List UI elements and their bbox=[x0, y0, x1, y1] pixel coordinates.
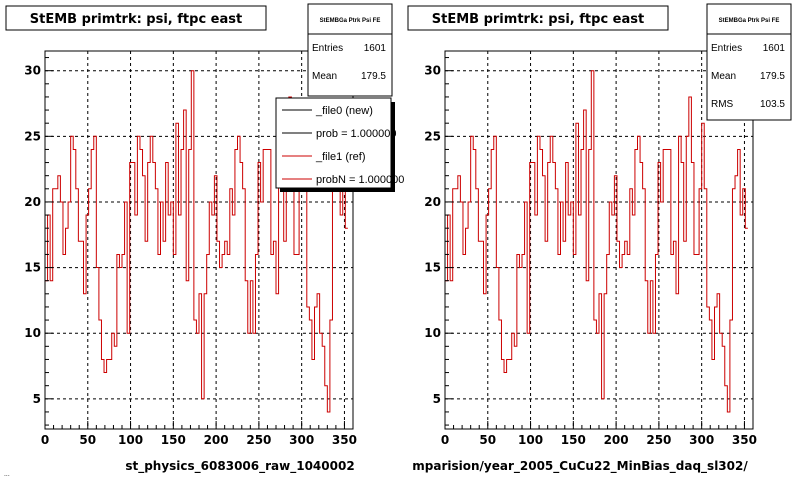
x-tick-label: 200 bbox=[204, 433, 229, 447]
x-tick-label: 50 bbox=[79, 433, 96, 447]
right-stats-rms-value: 103.5 bbox=[760, 99, 785, 110]
left-histogram-panel: StEMB primtrk: psi, ftpc east 0 50 100 150 2… bbox=[5, 3, 404, 474]
y-tick-label: 25 bbox=[24, 129, 41, 143]
x-tick-label: 100 bbox=[518, 433, 543, 447]
y-tick-label: 10 bbox=[24, 326, 41, 340]
y-tick-label: 15 bbox=[424, 261, 441, 275]
legend-entry-prob: prob = 1.000000 bbox=[316, 128, 396, 140]
left-stats-mean-value: 179.5 bbox=[361, 71, 386, 82]
left-stats-mean-label: Mean bbox=[312, 71, 337, 82]
histogram-step-line bbox=[45, 70, 348, 413]
right-y-axis: 5 10 15 20 25 30 bbox=[424, 57, 453, 426]
right-stats-entries-label: Entries bbox=[711, 43, 742, 54]
left-title-box bbox=[5, 5, 267, 31]
x-tick-label: 200 bbox=[604, 433, 629, 447]
x-tick-label: 350 bbox=[332, 433, 357, 447]
right-stats-box: StEMBGa Ptrk Psi FE Entries 1601 Mean 17… bbox=[706, 3, 792, 121]
right-x-axis: 0 50 100 150 200 250 300 350 bbox=[441, 421, 757, 447]
right-stats-entries-value: 1601 bbox=[763, 43, 786, 54]
left-chart-title: StEMB primtrk: psi, ftpc east bbox=[30, 12, 242, 27]
right-title-box bbox=[407, 5, 669, 31]
right-stats-header: StEMBGa Ptrk Psi FE bbox=[719, 18, 780, 24]
right-histogram-series bbox=[445, 70, 748, 413]
right-footer-label: mparision/year_2005_CuCu22_MinBias_daq_s… bbox=[412, 459, 748, 474]
x-tick-label: 350 bbox=[732, 433, 757, 447]
corner-note: ... bbox=[4, 471, 10, 478]
x-tick-label: 100 bbox=[118, 433, 143, 447]
left-legend: _file0 (new) prob = 1.000000 _file1 (ref… bbox=[275, 97, 404, 192]
y-tick-label: 20 bbox=[424, 195, 441, 209]
x-tick-label: 150 bbox=[161, 433, 186, 447]
x-tick-label: 150 bbox=[561, 433, 586, 447]
right-histogram-panel: StEMB primtrk: psi, ftpc east 0 50 100 150 2… bbox=[407, 3, 792, 474]
x-tick-label: 250 bbox=[646, 433, 671, 447]
x-tick-label: 0 bbox=[441, 433, 449, 447]
histogram-step-line bbox=[445, 70, 748, 413]
right-chart-title: StEMB primtrk: psi, ftpc east bbox=[432, 12, 644, 27]
y-tick-label: 20 bbox=[24, 195, 41, 209]
x-tick-label: 50 bbox=[479, 433, 496, 447]
y-tick-label: 25 bbox=[424, 129, 441, 143]
x-tick-label: 300 bbox=[689, 433, 714, 447]
x-tick-label: 300 bbox=[289, 433, 314, 447]
left-histogram-series bbox=[45, 70, 348, 413]
y-tick-label: 10 bbox=[424, 326, 441, 340]
left-stats-header: StEMBGa Ptrk Psi FE bbox=[320, 18, 381, 24]
x-tick-label: 250 bbox=[246, 433, 271, 447]
legend-entry-probn: probN = 1.000000 bbox=[316, 174, 404, 186]
left-stats-box: StEMBGa Ptrk Psi FE Entries 1601 Mean 17… bbox=[307, 3, 393, 97]
y-tick-label: 5 bbox=[33, 392, 41, 406]
x-tick-label: 0 bbox=[41, 433, 49, 447]
left-y-axis: 5 10 15 20 25 30 bbox=[24, 57, 53, 426]
left-stats-entries-label: Entries bbox=[312, 43, 343, 54]
left-footer-label: st_physics_6083006_raw_1040002 bbox=[125, 459, 354, 474]
right-stats-mean-label: Mean bbox=[711, 71, 736, 82]
legend-entry-new: _file0 (new) bbox=[315, 105, 373, 117]
legend-entry-ref: _file1 (ref) bbox=[315, 151, 366, 163]
left-stats-entries-value: 1601 bbox=[364, 43, 387, 54]
y-tick-label: 5 bbox=[433, 392, 441, 406]
y-tick-label: 15 bbox=[24, 261, 41, 275]
y-tick-label: 30 bbox=[24, 64, 41, 78]
right-stats-mean-value: 179.5 bbox=[760, 71, 785, 82]
y-tick-label: 30 bbox=[424, 64, 441, 78]
right-stats-rms-label: RMS bbox=[711, 99, 734, 110]
